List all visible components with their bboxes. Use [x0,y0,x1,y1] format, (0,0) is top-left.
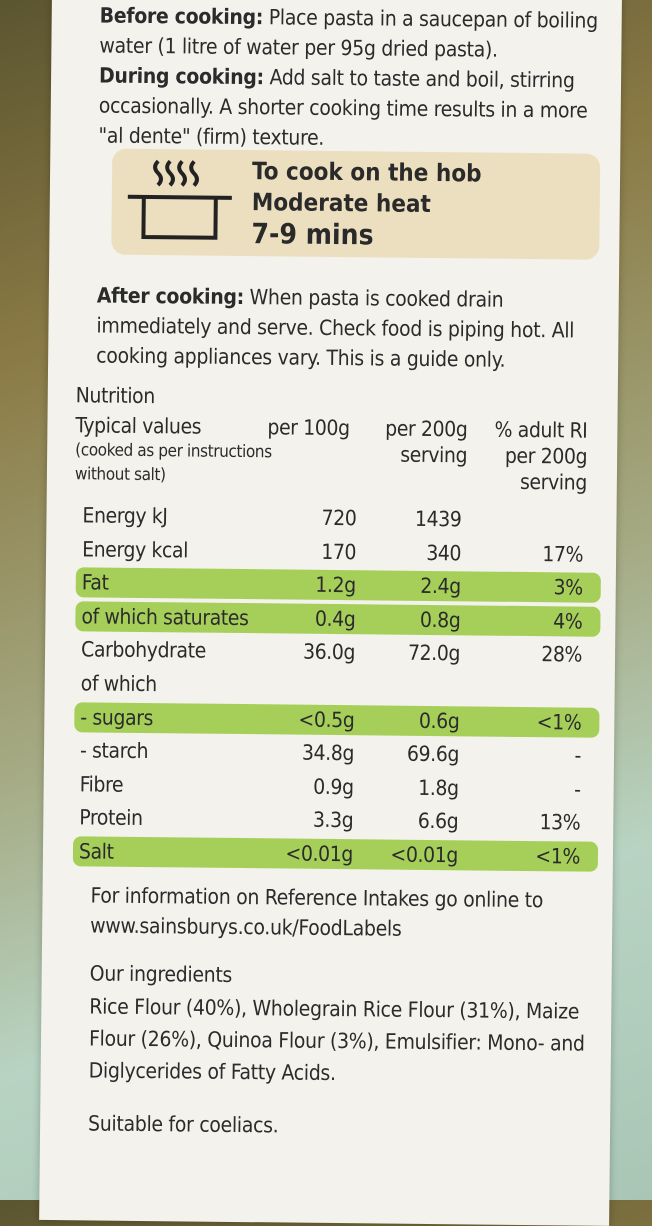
header-per200: per 200g serving [385,416,468,468]
instruction-label: During cooking: [98,63,264,90]
hob-time: 7-9 mins [251,217,374,252]
nutrient-ri: <1% [535,844,581,869]
after-label: After cooking: [96,283,245,310]
nutrition-row: Salt <0.01g <0.01g <1% [72,836,599,872]
nutrient-ri: 3% [553,575,583,600]
nutrition-row: Energy kJ 720 1439 [76,500,601,535]
nutrient-per200: <0.01g [390,842,459,868]
nutrient-ri: 4% [553,609,583,634]
nutrient-per100: <0.5g [298,707,355,732]
nutrient-ri: <1% [536,709,582,735]
nutrient-name: Fat [81,570,109,595]
nutrient-name: Salt [78,839,114,864]
reference: For information on Reference Intakes go … [90,883,544,941]
nutrient-per200: 2.4g [420,574,461,599]
nutrient-ri: 17% [542,541,584,567]
nutrient-per100: 3.3g [312,808,354,833]
nutrient-ri: 13% [539,810,581,835]
pot-icon [127,159,232,240]
ingredients-text: Rice Flour (40%), Wholegrain Rice Flour … [88,994,585,1086]
nutrient-per200: 0.8g [419,607,461,633]
header-note: (cooked as per instructions without salt… [74,440,272,486]
nutrition-row: - sugars <0.5g 0.6g <1% [74,701,600,738]
instruction: During cooking: Add salt to taste and bo… [98,60,604,155]
nutrition-row: Protein 3.3g 6.6g 13% [73,803,598,838]
after-cooking: After cooking: When pasta is cooked drai… [96,280,602,375]
hob-title: To cook on the hob [251,157,482,188]
instructions: Before cooking: Place pasta in a saucepa… [98,1,605,156]
nutrient-name: Energy kcal [82,536,189,563]
nutrient-per200: 69.6g [406,741,460,767]
nutrient-per100: 1.2g [315,572,356,598]
nutrient-name: of which saturates [81,604,249,630]
nutrition-row: - starch 34.8g 69.6g - [74,735,599,770]
nutrient-per100: 34.8g [301,740,355,766]
nutrient-name: Fibre [79,772,124,797]
hob-text: To cook on the hob Moderate heat 7-9 min… [251,156,481,251]
nutrient-per200: 6.6g [417,809,459,834]
nutrient-per200: 340 [426,540,462,565]
nutrient-per100: 0.4g [314,606,356,632]
nutrient-name: Energy kJ [82,503,168,529]
nutrient-per200: 0.6g [418,708,460,733]
nutrient-per100: 0.9g [313,774,354,799]
nutrient-name: Carbohydrate [80,637,207,664]
nutrient-per200: 1439 [414,506,462,532]
nutrient-ri: 28% [541,642,583,667]
header-typical: Typical values [75,413,202,439]
nutrient-name: of which [80,671,157,697]
suitable: Suitable for coeliacs. [88,1111,279,1138]
nutrient-ri: - [574,777,581,802]
ingredients-title: Our ingredients [89,961,233,987]
nutrition-row: Carbohydrate 36.0g 72.0g 28% [75,635,600,670]
nutrient-name: - starch [79,738,149,764]
nutrient-name: Protein [79,805,143,831]
instruction-label: Before cooking: [99,3,264,30]
nutrition-row: Fat 1.2g 2.4g 3% [75,567,601,603]
nutrient-per100: 720 [321,505,357,531]
nutrition-table: Nutrition Typical values (cooked as per … [63,382,608,872]
nutrition-row: of which saturates 0.4g 0.8g 4% [75,601,601,637]
nutrient-per100: <0.01g [285,841,354,867]
nutrient-per200: 1.8g [418,775,459,801]
nutrition-row: Fibre 0.9g 1.8g - [74,769,599,804]
nutrient-per200: 72.0g [407,641,461,666]
hob-heat: Moderate heat [251,188,431,218]
instruction: Before cooking: Place pasta in a saucepa… [99,1,605,66]
nutrient-per100: 36.0g [302,640,356,665]
nutrient-ri: - [574,743,582,768]
hob-box: To cook on the hob Moderate heat 7-9 min… [111,148,601,260]
nutrient-name: - sugars [80,704,154,730]
nutrition-row: Energy kcal 170 340 17% [76,534,601,569]
label: Before cooking: Place pasta in a saucepa… [39,0,622,1226]
nutrition-title: Nutrition [75,383,155,409]
nutrition-row: of which [75,668,600,703]
header-per100: per 100g [267,415,350,441]
nutrient-per100: 170 [321,539,357,564]
header-ri: % adult RI per 200g serving [494,417,588,495]
